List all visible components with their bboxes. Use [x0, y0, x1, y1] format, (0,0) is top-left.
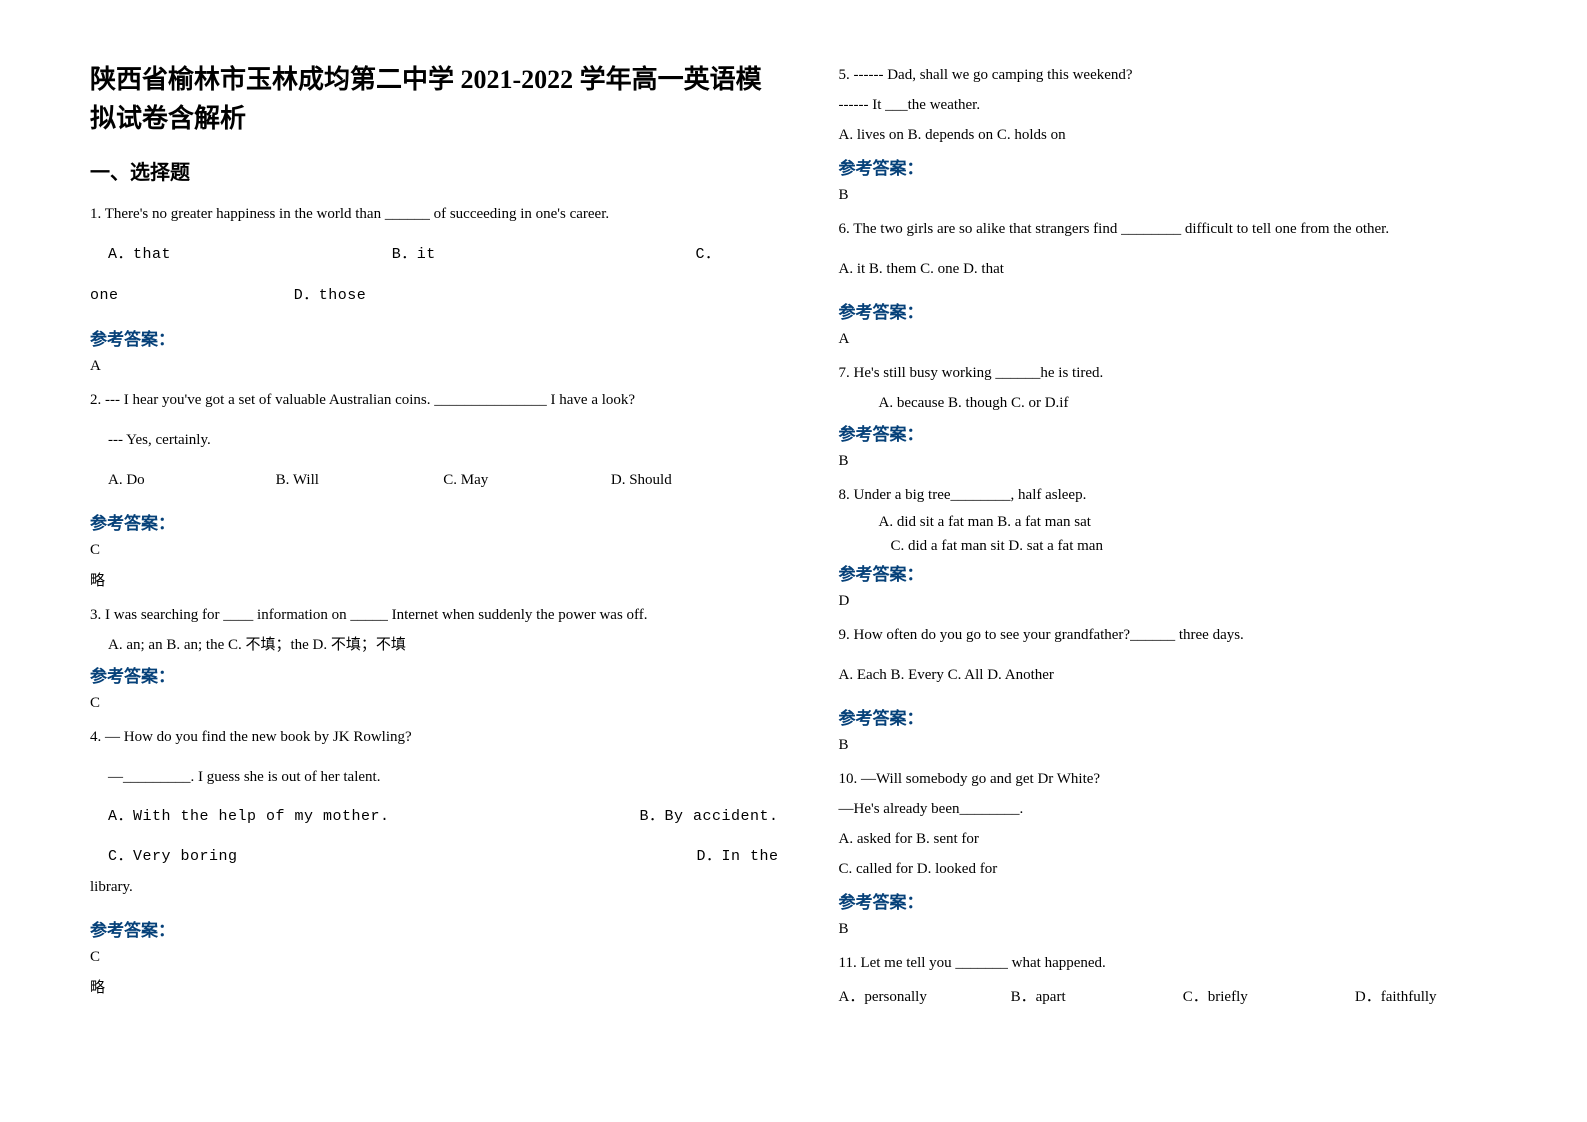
q11-opt-a: A．personally [839, 982, 1011, 1012]
doc-title: 陕西省榆林市玉林成均第二中学 2021-2022 学年高一英语模拟试卷含解析 [90, 60, 779, 138]
q7-answer: B [839, 453, 1528, 470]
q9-answer: B [839, 737, 1528, 754]
q2-opt-b: B. Will [276, 465, 444, 495]
q6-stem: 6. The two girls are so alike that stran… [839, 214, 1528, 244]
q4-stem1: 4. — How do you find the new book by JK … [90, 722, 779, 752]
q5-ans-label: 参考答案： [839, 154, 1528, 179]
q2-omit: 略 [90, 569, 779, 590]
q1-opt-d: D．those [294, 281, 367, 311]
q10-opts1: A. asked for B. sent for [839, 824, 1528, 854]
q1-answer: A [90, 358, 779, 375]
q4-opts-row1: A．With the help of my mother. B．By accid… [90, 802, 779, 832]
q1-opt-a: A．that [108, 240, 388, 270]
left-column: 陕西省榆林市玉林成均第二中学 2021-2022 学年高一英语模拟试卷含解析 一… [90, 60, 809, 1082]
q2-opt-c: C. May [443, 465, 611, 495]
q2-stem1: 2. --- I hear you've got a set of valuab… [90, 385, 779, 415]
q1-stem: 1. There's no greater happiness in the w… [90, 199, 779, 229]
q3-answer: C [90, 695, 779, 712]
q6-answer: A [839, 331, 1528, 348]
q5-options: A. lives on B. depends on C. holds on [839, 120, 1528, 150]
q1-options-2: one D．those [90, 280, 779, 311]
q1-opt-c: one [90, 281, 290, 311]
q4-omit: 略 [90, 976, 779, 997]
q8-opts2: C. did a fat man sit D. sat a fat man [891, 534, 1528, 558]
q11-opt-c: C．briefly [1183, 982, 1355, 1012]
q9-stem: 9. How often do you go to see your grand… [839, 620, 1528, 650]
q1-ans-label: 参考答案： [90, 325, 779, 350]
q6-options: A. it B. them C. one D. that [839, 254, 1528, 284]
q4-opt-c: C．Very boring [108, 842, 238, 872]
section-heading: 一、选择题 [90, 156, 779, 185]
q9-options: A. Each B. Every C. All D. Another [839, 660, 1528, 690]
q5-stem2: ------ It ___the weather. [839, 90, 1528, 120]
q4-opt-d-cont: library. [90, 872, 779, 902]
q8-opts1: A. did sit a fat man B. a fat man sat [879, 510, 1528, 534]
q1-opt-c-pre: C． [696, 240, 721, 270]
q10-ans-label: 参考答案： [839, 888, 1528, 913]
q1-opt-b: B．it [392, 240, 692, 270]
q5-answer: B [839, 187, 1528, 204]
q4-stem2: —_________. I guess she is out of her ta… [108, 762, 779, 792]
q8-answer: D [839, 593, 1528, 610]
q6-ans-label: 参考答案： [839, 298, 1528, 323]
page: 陕西省榆林市玉林成均第二中学 2021-2022 学年高一英语模拟试卷含解析 一… [0, 0, 1587, 1122]
q4-answer: C [90, 949, 779, 966]
q9-ans-label: 参考答案： [839, 704, 1528, 729]
q4-opt-a: A．With the help of my mother. [108, 802, 390, 832]
q7-ans-label: 参考答案： [839, 420, 1528, 445]
q5-stem1: 5. ------ Dad, shall we go camping this … [839, 60, 1528, 90]
q3-options: A. an; an B. an; the C. 不填；the D. 不填；不填 [108, 630, 779, 660]
q10-stem1: 10. —Will somebody go and get Dr White? [839, 764, 1528, 794]
q10-answer: B [839, 921, 1528, 938]
right-column: 5. ------ Dad, shall we go camping this … [809, 60, 1528, 1082]
q7-stem: 7. He's still busy working ______he is t… [839, 358, 1528, 388]
q2-options: A. Do B. Will C. May D. Should [108, 465, 779, 495]
q4-opts-row2: C．Very boring D．In the [90, 842, 779, 872]
q10-opts2: C. called for D. looked for [839, 854, 1528, 884]
q2-ans-label: 参考答案： [90, 509, 779, 534]
q11-opt-b: B．apart [1011, 982, 1183, 1012]
q2-opt-a: A. Do [108, 465, 276, 495]
q11-opt-d: D．faithfully [1355, 982, 1527, 1012]
q2-stem2: --- Yes, certainly. [108, 425, 779, 455]
q11-stem: 11. Let me tell you _______ what happene… [839, 948, 1528, 978]
q1-options: A．that B．it C． [90, 239, 779, 270]
q4-opt-d-pre: D．In the [696, 842, 778, 872]
q2-opt-d: D. Should [611, 465, 779, 495]
q10-stem2: —He's already been________. [839, 794, 1528, 824]
q3-ans-label: 参考答案： [90, 662, 779, 687]
q2-answer: C [90, 542, 779, 559]
q8-ans-label: 参考答案： [839, 560, 1528, 585]
q11-options: A．personally B．apart C．briefly D．faithfu… [839, 982, 1528, 1012]
q4-ans-label: 参考答案： [90, 916, 779, 941]
q3-stem: 3. I was searching for ____ information … [90, 600, 779, 630]
q8-stem: 8. Under a big tree________, half asleep… [839, 480, 1528, 510]
q7-options: A. because B. though C. or D.if [879, 388, 1528, 418]
q4-opt-b: B．By accident. [639, 802, 778, 832]
